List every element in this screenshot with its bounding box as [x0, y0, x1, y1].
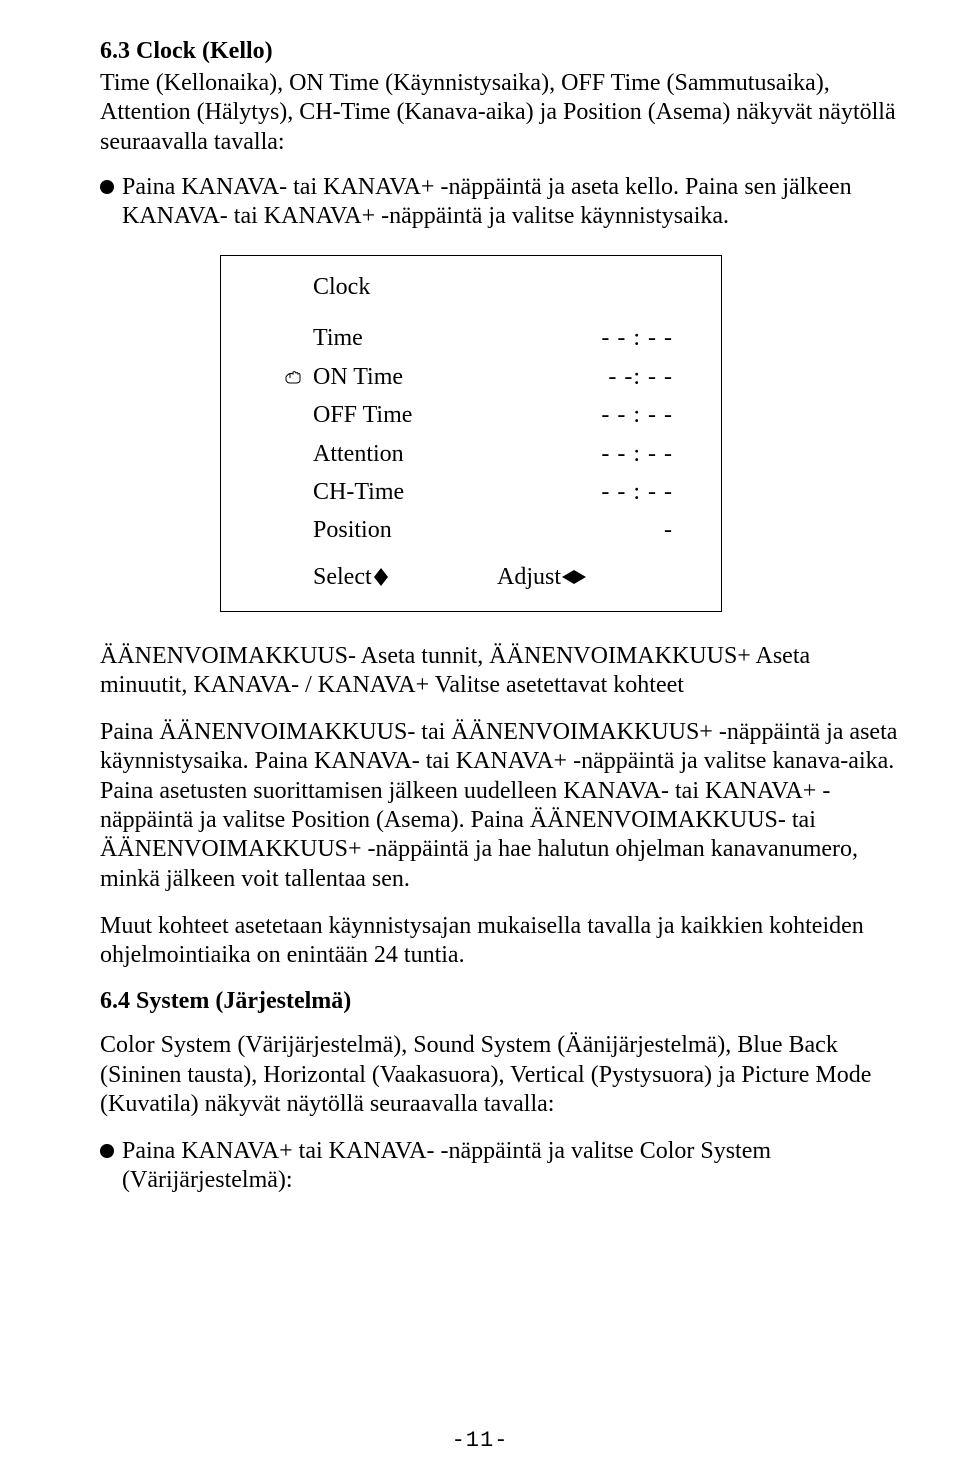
- intro-paragraph: Time (Kellonaika), ON Time (Käynnistysai…: [100, 69, 900, 157]
- select-label: Select: [313, 564, 372, 591]
- clock-row-value: - - : - -: [503, 435, 673, 473]
- clock-menu-rows: Time- - : - -ON Time- -: - -OFF Time- - …: [285, 319, 721, 549]
- section-heading-6-4: 6.4 System (Järjestelmä): [100, 988, 900, 1015]
- clock-menu-title: Clock: [313, 274, 721, 301]
- clock-row-label: OFF Time: [313, 396, 503, 434]
- clock-menu-row: CH-Time- - : - -: [285, 473, 721, 511]
- clock-menu-row: ON Time- -: - -: [285, 358, 721, 396]
- volume-instruction: ÄÄNENVOIMAKKUUS- Aseta tunnit, ÄÄNENVOIM…: [100, 642, 900, 701]
- paragraph-2: Paina ÄÄNENVOIMAKKUUS- tai ÄÄNENVOIMAKKU…: [100, 718, 900, 894]
- bullet-dot-icon: [100, 180, 114, 194]
- clock-row-label: Attention: [313, 435, 503, 473]
- section-heading-6-3: 6.3 Clock (Kello): [100, 38, 900, 65]
- bullet-text: Paina KANAVA- tai KANAVA+ -näppäintä ja …: [122, 173, 900, 232]
- up-down-arrows-icon: [373, 568, 389, 586]
- bullet-item-2: Paina KANAVA+ tai KANAVA- -näppäintä ja …: [100, 1137, 900, 1196]
- select-control: Select: [313, 564, 497, 591]
- clock-row-value: - - : - -: [503, 319, 673, 357]
- page: 6.3 Clock (Kello) Time (Kellonaika), ON …: [0, 0, 960, 1475]
- bullet-dot-icon: [100, 1144, 114, 1158]
- paragraph-3: Muut kohteet asetetaan käynnistysajan mu…: [100, 912, 900, 971]
- clock-menu-row: OFF Time- - : - -: [285, 396, 721, 434]
- clock-row-value: - - : - -: [503, 473, 673, 511]
- adjust-label: Adjust: [497, 564, 561, 591]
- clock-menu: Clock Time- - : - -ON Time- -: - -OFF Ti…: [220, 255, 722, 611]
- page-number: -11-: [0, 1428, 960, 1453]
- paragraph-4: Color System (Värijärjestelmä), Sound Sy…: [100, 1031, 900, 1119]
- clock-menu-row: Attention- - : - -: [285, 435, 721, 473]
- clock-row-label: CH-Time: [313, 473, 503, 511]
- clock-menu-footer: Select Adjust: [313, 564, 721, 591]
- clock-row-label: Time: [313, 319, 503, 357]
- adjust-control: Adjust: [497, 564, 586, 591]
- clock-row-value: -: [503, 511, 673, 549]
- clock-menu-row: Position-: [285, 511, 721, 549]
- clock-row-value: - -: - -: [503, 358, 673, 396]
- bullet-item-1: Paina KANAVA- tai KANAVA+ -näppäintä ja …: [100, 173, 900, 232]
- clock-menu-row: Time- - : - -: [285, 319, 721, 357]
- left-right-arrows-icon: [562, 569, 586, 585]
- clock-row-value: - - : - -: [503, 396, 673, 434]
- pointer-hand-icon: [285, 358, 313, 396]
- clock-row-label: ON Time: [313, 358, 503, 396]
- clock-row-label: Position: [313, 511, 503, 549]
- bullet-text: Paina KANAVA+ tai KANAVA- -näppäintä ja …: [122, 1137, 900, 1196]
